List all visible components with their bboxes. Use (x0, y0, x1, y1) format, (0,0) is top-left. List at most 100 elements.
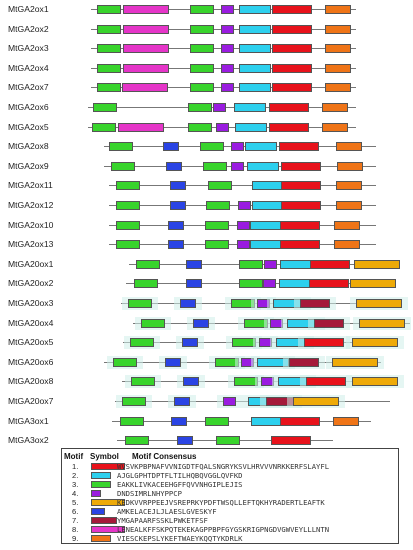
gene-label: MtGA2ox8 (8, 141, 49, 152)
motif-3-box (141, 318, 165, 328)
motif-1-box (309, 279, 349, 289)
motif-3-box (208, 181, 232, 191)
gene-label: MtGA2ox4 (8, 62, 49, 73)
motif-4-box (238, 201, 251, 210)
motif-1-box (310, 259, 350, 269)
gene-backbone-line (109, 185, 376, 187)
motif-4-box (221, 63, 234, 73)
legend-row: 9. VIESCKEPSLYKEFTWAEYKQQTYKDRLK (62, 534, 398, 543)
motif-4-box (264, 259, 277, 269)
motif-5-box (352, 377, 398, 387)
motif-4-box (221, 44, 234, 54)
gene-label: MtGA2ox13 (8, 239, 54, 250)
legend-motif-number: 8. (72, 525, 79, 534)
legend-motif-number: 6. (72, 507, 79, 516)
motif-4-box (237, 240, 250, 250)
motif-1-box (272, 5, 312, 14)
legend-motif-number: 4. (72, 489, 79, 498)
legend-motif-symbol (91, 490, 101, 497)
motif-3-box (116, 240, 140, 250)
motif-2-box (239, 24, 271, 34)
legend-row: 1. WVSVKPBPNAFVVNIGDTFQALSNGRYKSVLHRVVVNR… (62, 462, 398, 471)
motif-9-box (325, 44, 351, 54)
legend-motif-consensus: EAKKLIVKACEEHGFFQVVNHGIPLEJIS (117, 480, 243, 489)
gene-label: MtGA2ox3 (8, 43, 49, 54)
motif-7-box (289, 357, 319, 367)
motif-1-box (304, 338, 344, 348)
motif-1-box (306, 377, 346, 387)
legend-motif-number: 7. (72, 516, 79, 525)
motif-3-box (109, 142, 133, 152)
motif-3-box (125, 436, 149, 446)
motif-3-box (205, 416, 229, 426)
legend-row: 5. KEDKVVRPPEEJVSREPRKYPDFTWSQLLEFTQKHYRA… (62, 498, 398, 507)
motif-5-box (356, 299, 402, 308)
motif-6-box (170, 201, 186, 210)
gene-label: MtGA2ox10 (8, 219, 54, 230)
motif-3-box (134, 279, 158, 289)
motif-9-box (334, 220, 360, 230)
motif-3-box (92, 122, 116, 132)
gene-label: MtGA2ox5 (8, 121, 49, 132)
motif-9-box (334, 240, 360, 250)
gene-label: MtGA2ox2 (8, 23, 49, 34)
motif-9-box (336, 201, 362, 210)
motif-1-box (281, 181, 321, 191)
motif-4-box (223, 397, 236, 406)
motif-3-box (116, 201, 140, 210)
legend-motif-consensus: VIESCKEPSLYKEFTWAEYKQQTYKDRLK (117, 534, 243, 543)
legend-motif-number: 1. (72, 462, 79, 471)
legend-motif-consensus: KEDKVVRPPEEJVSREPRKYPDFTWSQLLEFTQKHYRADE… (117, 498, 325, 507)
legend-motif-symbol (91, 499, 125, 506)
motif-8-box (122, 83, 168, 93)
motif-6-box (168, 220, 184, 230)
motif-5-box (293, 397, 339, 406)
motif-1-box (280, 416, 320, 426)
motif-7-box (300, 299, 330, 308)
motif-8-box (123, 63, 169, 73)
motif-3-box (190, 44, 214, 54)
motif-1-box (272, 24, 312, 34)
motif-2-box (239, 83, 271, 93)
motif-3-box (97, 63, 121, 73)
motif-3-box (190, 24, 214, 34)
gene-label: MtGA3ox2 (8, 435, 49, 446)
motif-1-box (271, 436, 311, 446)
motif-9-box (333, 416, 359, 426)
motif-3-box (131, 377, 155, 387)
motif-6-box (163, 142, 179, 152)
motif-4-box (221, 5, 234, 14)
motif-6-box (186, 259, 202, 269)
motif-1-box (280, 240, 320, 250)
motif-9-box (325, 63, 351, 73)
legend-motif-number: 9. (72, 534, 79, 543)
legend-motif-consensus: YMGAPAARFSSKLPWKETFSF (117, 516, 208, 525)
gene-label: MtGA2ox6 (8, 102, 49, 112)
legend-motif-number: 2. (72, 471, 79, 480)
motif-9-box (322, 122, 348, 132)
motif-2-box (239, 5, 271, 14)
motif-6-box (180, 299, 196, 308)
motif-diagram: MtGA2ox1 MtGA2ox2 MtGA2ox3 MtGA2ox4 MtGA2ox7… (8, 4, 411, 446)
motif-6-box (177, 436, 193, 446)
motif-2-box (235, 122, 267, 132)
gene-label: MtGA20ox8 (8, 376, 54, 387)
motif-3-box (206, 201, 230, 210)
motif-2-box (279, 279, 311, 289)
motif-3-box (97, 83, 121, 93)
motif-3-box (216, 436, 240, 446)
motif-6-box (165, 357, 181, 367)
motif-1-box (280, 220, 320, 230)
legend-motif-symbol (91, 472, 111, 479)
motif-5-box (352, 338, 398, 348)
motif-3-box (113, 357, 137, 367)
motif-6-box (193, 318, 209, 328)
motif-9-box (325, 5, 351, 14)
motif-legend: Motif Symbol Motif Consensus 1. WVSVKPBPN… (61, 448, 399, 544)
motif-3-box (116, 181, 140, 191)
legend-row: 7. YMGAPAARFSSKLPWKETFSF (62, 516, 398, 525)
motif-8-box (123, 5, 169, 14)
motif-8-box (118, 122, 164, 132)
legend-header-symbol: Symbol (90, 452, 119, 461)
motif-3-box (136, 259, 160, 269)
